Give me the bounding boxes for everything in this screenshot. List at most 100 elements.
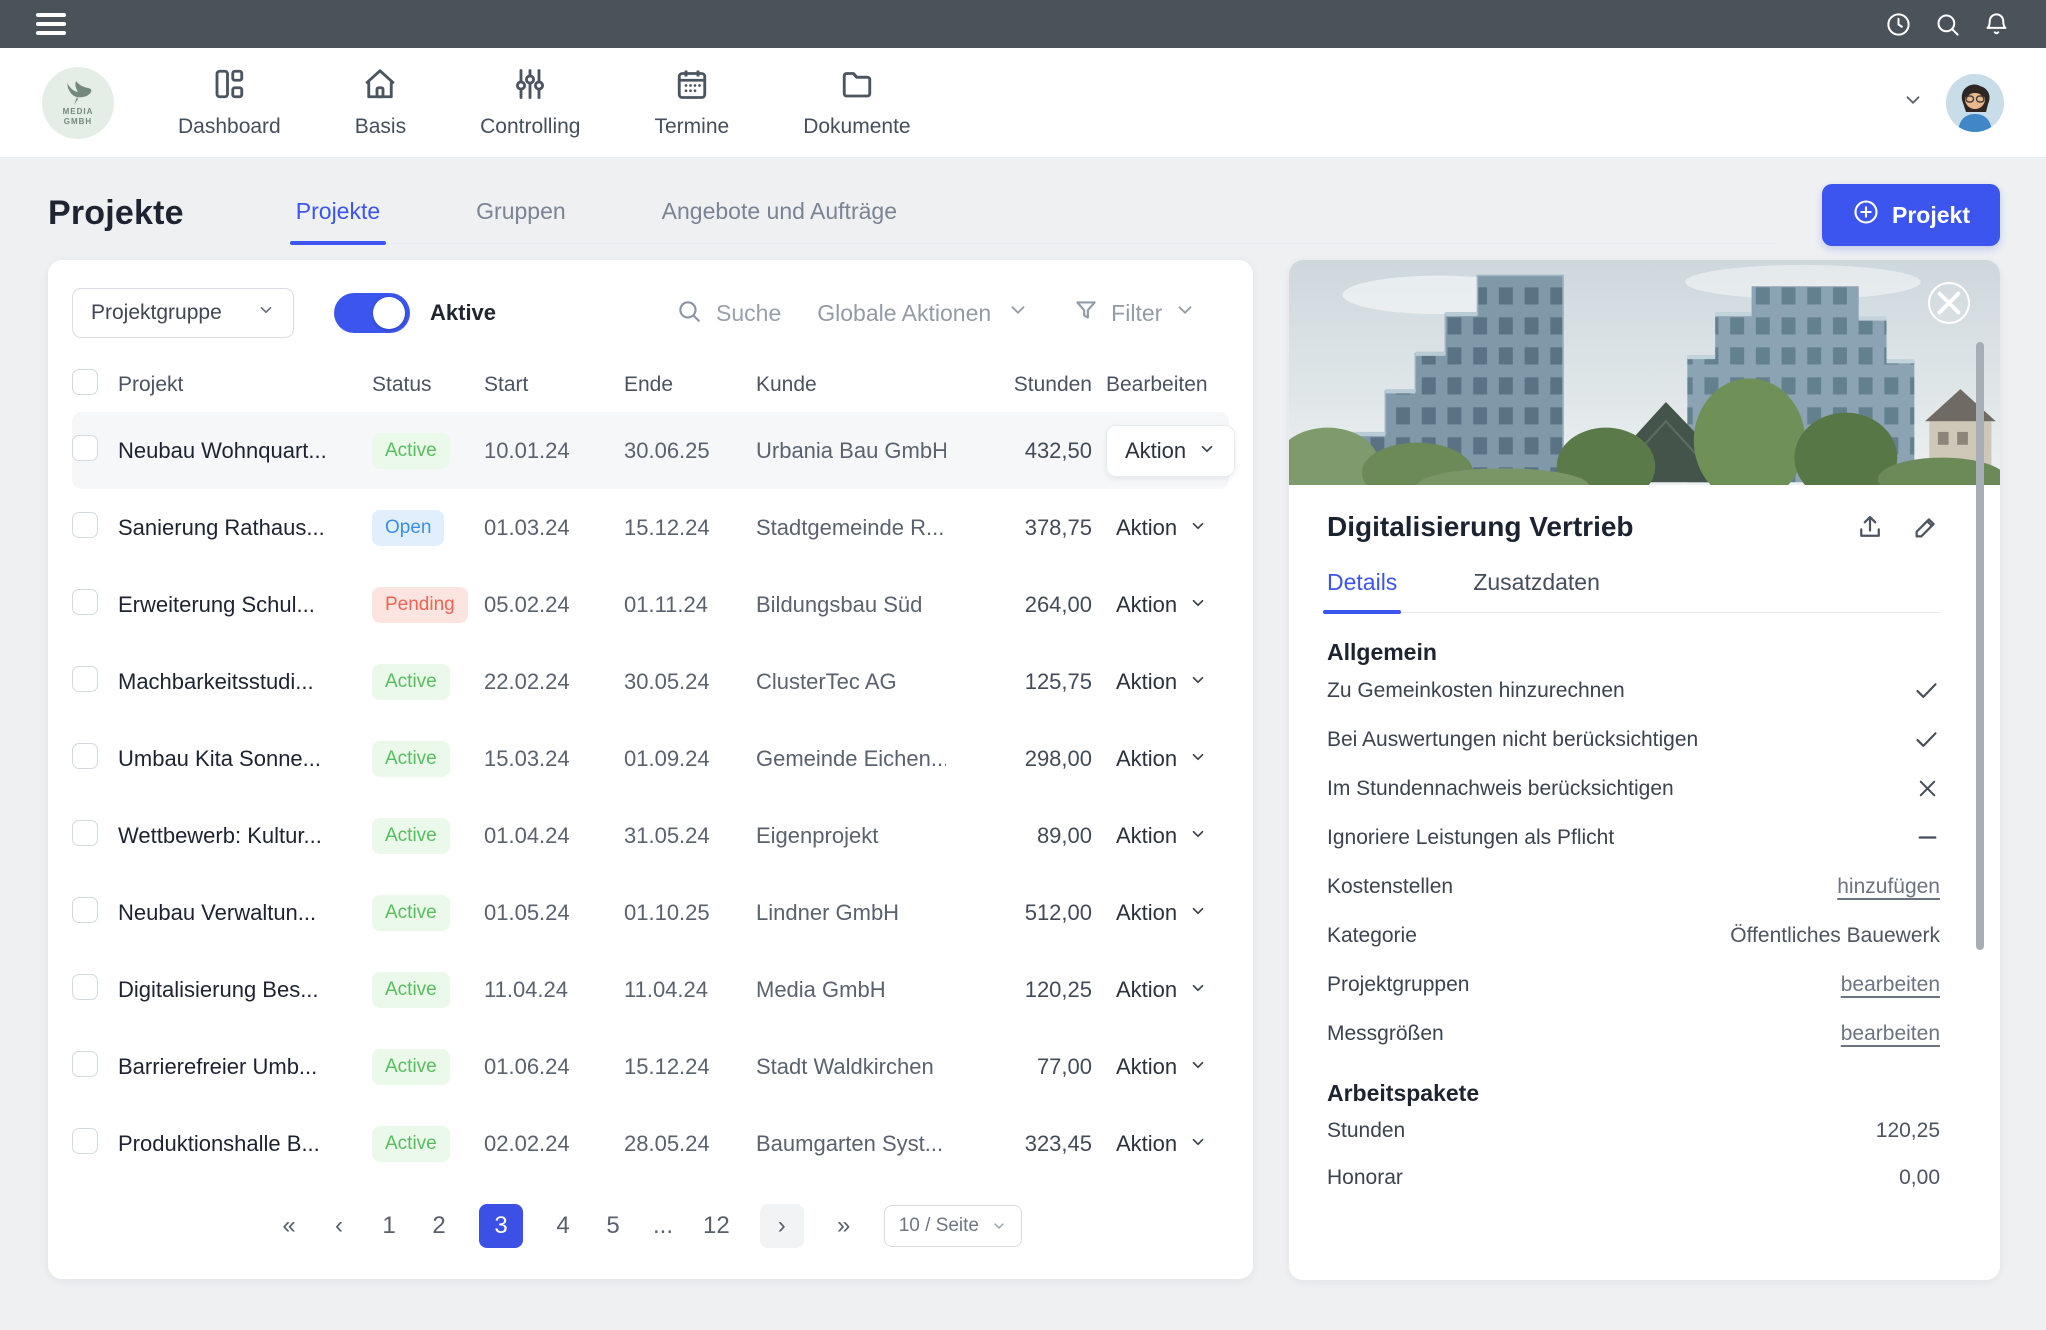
table-row[interactable]: Produktionshalle B... Active 02.02.24 28.05… — [72, 1105, 1229, 1182]
col-kunde[interactable]: Kunde — [756, 373, 817, 396]
nav-item-basis[interactable]: Basis — [355, 66, 406, 139]
status-badge: Active — [372, 1048, 450, 1085]
detail-label: Projektgruppen — [1327, 972, 1470, 996]
user-avatar[interactable] — [1946, 73, 2004, 132]
action-dropdown[interactable]: Aktion — [1106, 734, 1217, 784]
hours: 323,45 — [1024, 1130, 1092, 1156]
chevron-down-icon — [1189, 746, 1207, 772]
panel-scrollbar[interactable] — [1976, 342, 1984, 950]
end-date: 30.05.24 — [624, 668, 710, 694]
page-2[interactable]: 2 — [432, 1212, 446, 1239]
hinzufügen-link[interactable]: hinzufügen — [1837, 874, 1940, 898]
active-toggle[interactable] — [334, 293, 410, 333]
end-date: 01.11.24 — [624, 591, 709, 617]
row-checkbox[interactable] — [72, 742, 98, 769]
row-checkbox[interactable] — [72, 665, 98, 692]
row-checkbox[interactable] — [72, 434, 98, 461]
action-dropdown[interactable]: Aktion — [1106, 580, 1217, 630]
hamburger-menu-icon[interactable] — [36, 13, 66, 35]
row-checkbox[interactable] — [72, 973, 98, 1000]
close-icon — [1937, 291, 1961, 315]
bell-icon[interactable] — [1983, 11, 2010, 38]
page-3[interactable]: 3 — [479, 1204, 523, 1248]
row-checkbox[interactable] — [72, 511, 98, 538]
project-group-select[interactable]: Projektgruppe — [72, 288, 294, 338]
bearbeiten-link[interactable]: bearbeiten — [1840, 972, 1940, 996]
action-dropdown[interactable]: Aktion — [1106, 424, 1236, 477]
table-row[interactable]: Neubau Verwaltun... Active 01.05.24 01.10.2… — [72, 874, 1229, 951]
panel-tab-zusatzdaten[interactable]: Zusatzdaten — [1473, 569, 1600, 595]
end-date: 30.06.25 — [624, 437, 710, 463]
nav-item-controlling[interactable]: Controlling — [480, 66, 580, 139]
table-row[interactable]: Wettbewerb: Kultur... Active 01.04.24 31.05… — [72, 797, 1229, 874]
col-status[interactable]: Status — [372, 373, 432, 396]
bearbeiten-link[interactable]: bearbeiten — [1840, 1021, 1940, 1045]
company-logo[interactable]: MEDIA GMBH — [42, 66, 114, 139]
action-dropdown[interactable]: Aktion — [1106, 503, 1217, 553]
table-row[interactable]: Machbarkeitsstudi... Active 22.02.24 30.05.… — [72, 643, 1229, 720]
table-row[interactable]: Sanierung Rathaus... Open 01.03.24 15.12.24… — [72, 489, 1229, 566]
detail-label: Bei Auswertungen nicht berücksichtigen — [1327, 727, 1699, 751]
ellipsis[interactable]: ... — [653, 1212, 674, 1239]
close-panel-button[interactable] — [1928, 282, 1970, 324]
tab-angebote[interactable]: Angebote und Aufträge — [661, 198, 897, 224]
table-row[interactable]: Digitalisierung Bes... Active 11.04.24 11.0… — [72, 951, 1229, 1028]
active-toggle-label: Aktive — [430, 300, 497, 325]
detail-label: Messgrößen — [1327, 1021, 1444, 1045]
row-checkbox[interactable] — [72, 896, 98, 923]
col-start[interactable]: Start — [484, 373, 529, 396]
row-checkbox[interactable] — [72, 588, 98, 615]
prev-page[interactable]: ‹ — [335, 1212, 343, 1239]
customer: Gemeinde Eichen... — [756, 745, 946, 771]
action-dropdown[interactable]: Aktion — [1106, 888, 1217, 938]
row-checkbox[interactable] — [72, 1127, 98, 1154]
next-page[interactable]: › — [759, 1204, 804, 1248]
panel-tab-details[interactable]: Details — [1322, 569, 1402, 614]
tab-projekte[interactable]: Projekte — [289, 198, 387, 245]
user-menu-chevron-down-icon[interactable] — [1902, 89, 1924, 116]
hours: 298,00 — [1024, 745, 1092, 771]
first-page[interactable]: « — [282, 1212, 296, 1239]
clock-icon[interactable] — [1885, 11, 1912, 38]
action-dropdown[interactable]: Aktion — [1106, 1119, 1217, 1169]
main-navigation: MEDIA GMBH Dashboard Basis Controlling Te… — [0, 48, 2046, 158]
export-button[interactable] — [1856, 513, 1884, 541]
start-date: 01.05.24 — [484, 899, 570, 925]
search-input[interactable]: Suche — [676, 298, 781, 329]
start-date: 01.04.24 — [484, 822, 570, 848]
action-dropdown[interactable]: Aktion — [1106, 811, 1217, 861]
chevron-down-icon — [257, 301, 275, 325]
table-row[interactable]: Barrierefreier Umb... Active 01.06.24 15.12… — [72, 1028, 1229, 1105]
col-ende[interactable]: Ende — [624, 373, 674, 396]
page-title: Projekte — [48, 194, 184, 232]
customer: Lindner GmbH — [756, 899, 900, 925]
page-1[interactable]: 1 — [382, 1212, 396, 1239]
select-all-checkbox[interactable] — [72, 369, 98, 395]
project-name: Neubau Verwaltun... — [118, 899, 317, 925]
edit-button[interactable] — [1912, 513, 1940, 541]
nav-item-dokumente[interactable]: Dokumente — [803, 66, 911, 139]
col-projekt[interactable]: Projekt — [118, 373, 184, 396]
tab-gruppen[interactable]: Gruppen — [476, 198, 566, 224]
table-row[interactable]: Erweiterung Schul... Pending 05.02.24 01.11… — [72, 566, 1229, 643]
table-row[interactable]: Umbau Kita Sonne... Active 15.03.24 01.09.2… — [72, 720, 1229, 797]
page-4[interactable]: 4 — [556, 1212, 570, 1239]
row-checkbox[interactable] — [72, 1050, 98, 1077]
nav-item-dashboard[interactable]: Dashboard — [178, 66, 281, 139]
general-rows: Zu Gemeinkosten hinzurechnen Bei Auswertu… — [1327, 666, 1940, 1058]
last-page[interactable]: » — [837, 1212, 851, 1239]
page-5[interactable]: 5 — [606, 1212, 620, 1239]
nav-item-termine[interactable]: Termine — [654, 66, 729, 139]
search-icon[interactable] — [1934, 11, 1961, 38]
filter-dropdown[interactable]: Filter — [1073, 297, 1196, 329]
row-checkbox[interactable] — [72, 819, 98, 846]
global-actions-dropdown[interactable]: Globale Aktionen — [817, 299, 1029, 327]
new-project-button[interactable]: Projekt — [1822, 184, 2000, 246]
col-stunden[interactable]: Stunden — [1013, 373, 1092, 396]
table-row[interactable]: Neubau Wohnquart... Active 10.01.24 30.06.2… — [72, 412, 1236, 489]
action-dropdown[interactable]: Aktion — [1106, 1042, 1217, 1092]
page-size-select[interactable]: 10 / Seite — [883, 1205, 1022, 1247]
page-12[interactable]: 12 — [703, 1212, 730, 1239]
action-dropdown[interactable]: Aktion — [1106, 657, 1217, 707]
action-dropdown[interactable]: Aktion — [1106, 965, 1217, 1015]
